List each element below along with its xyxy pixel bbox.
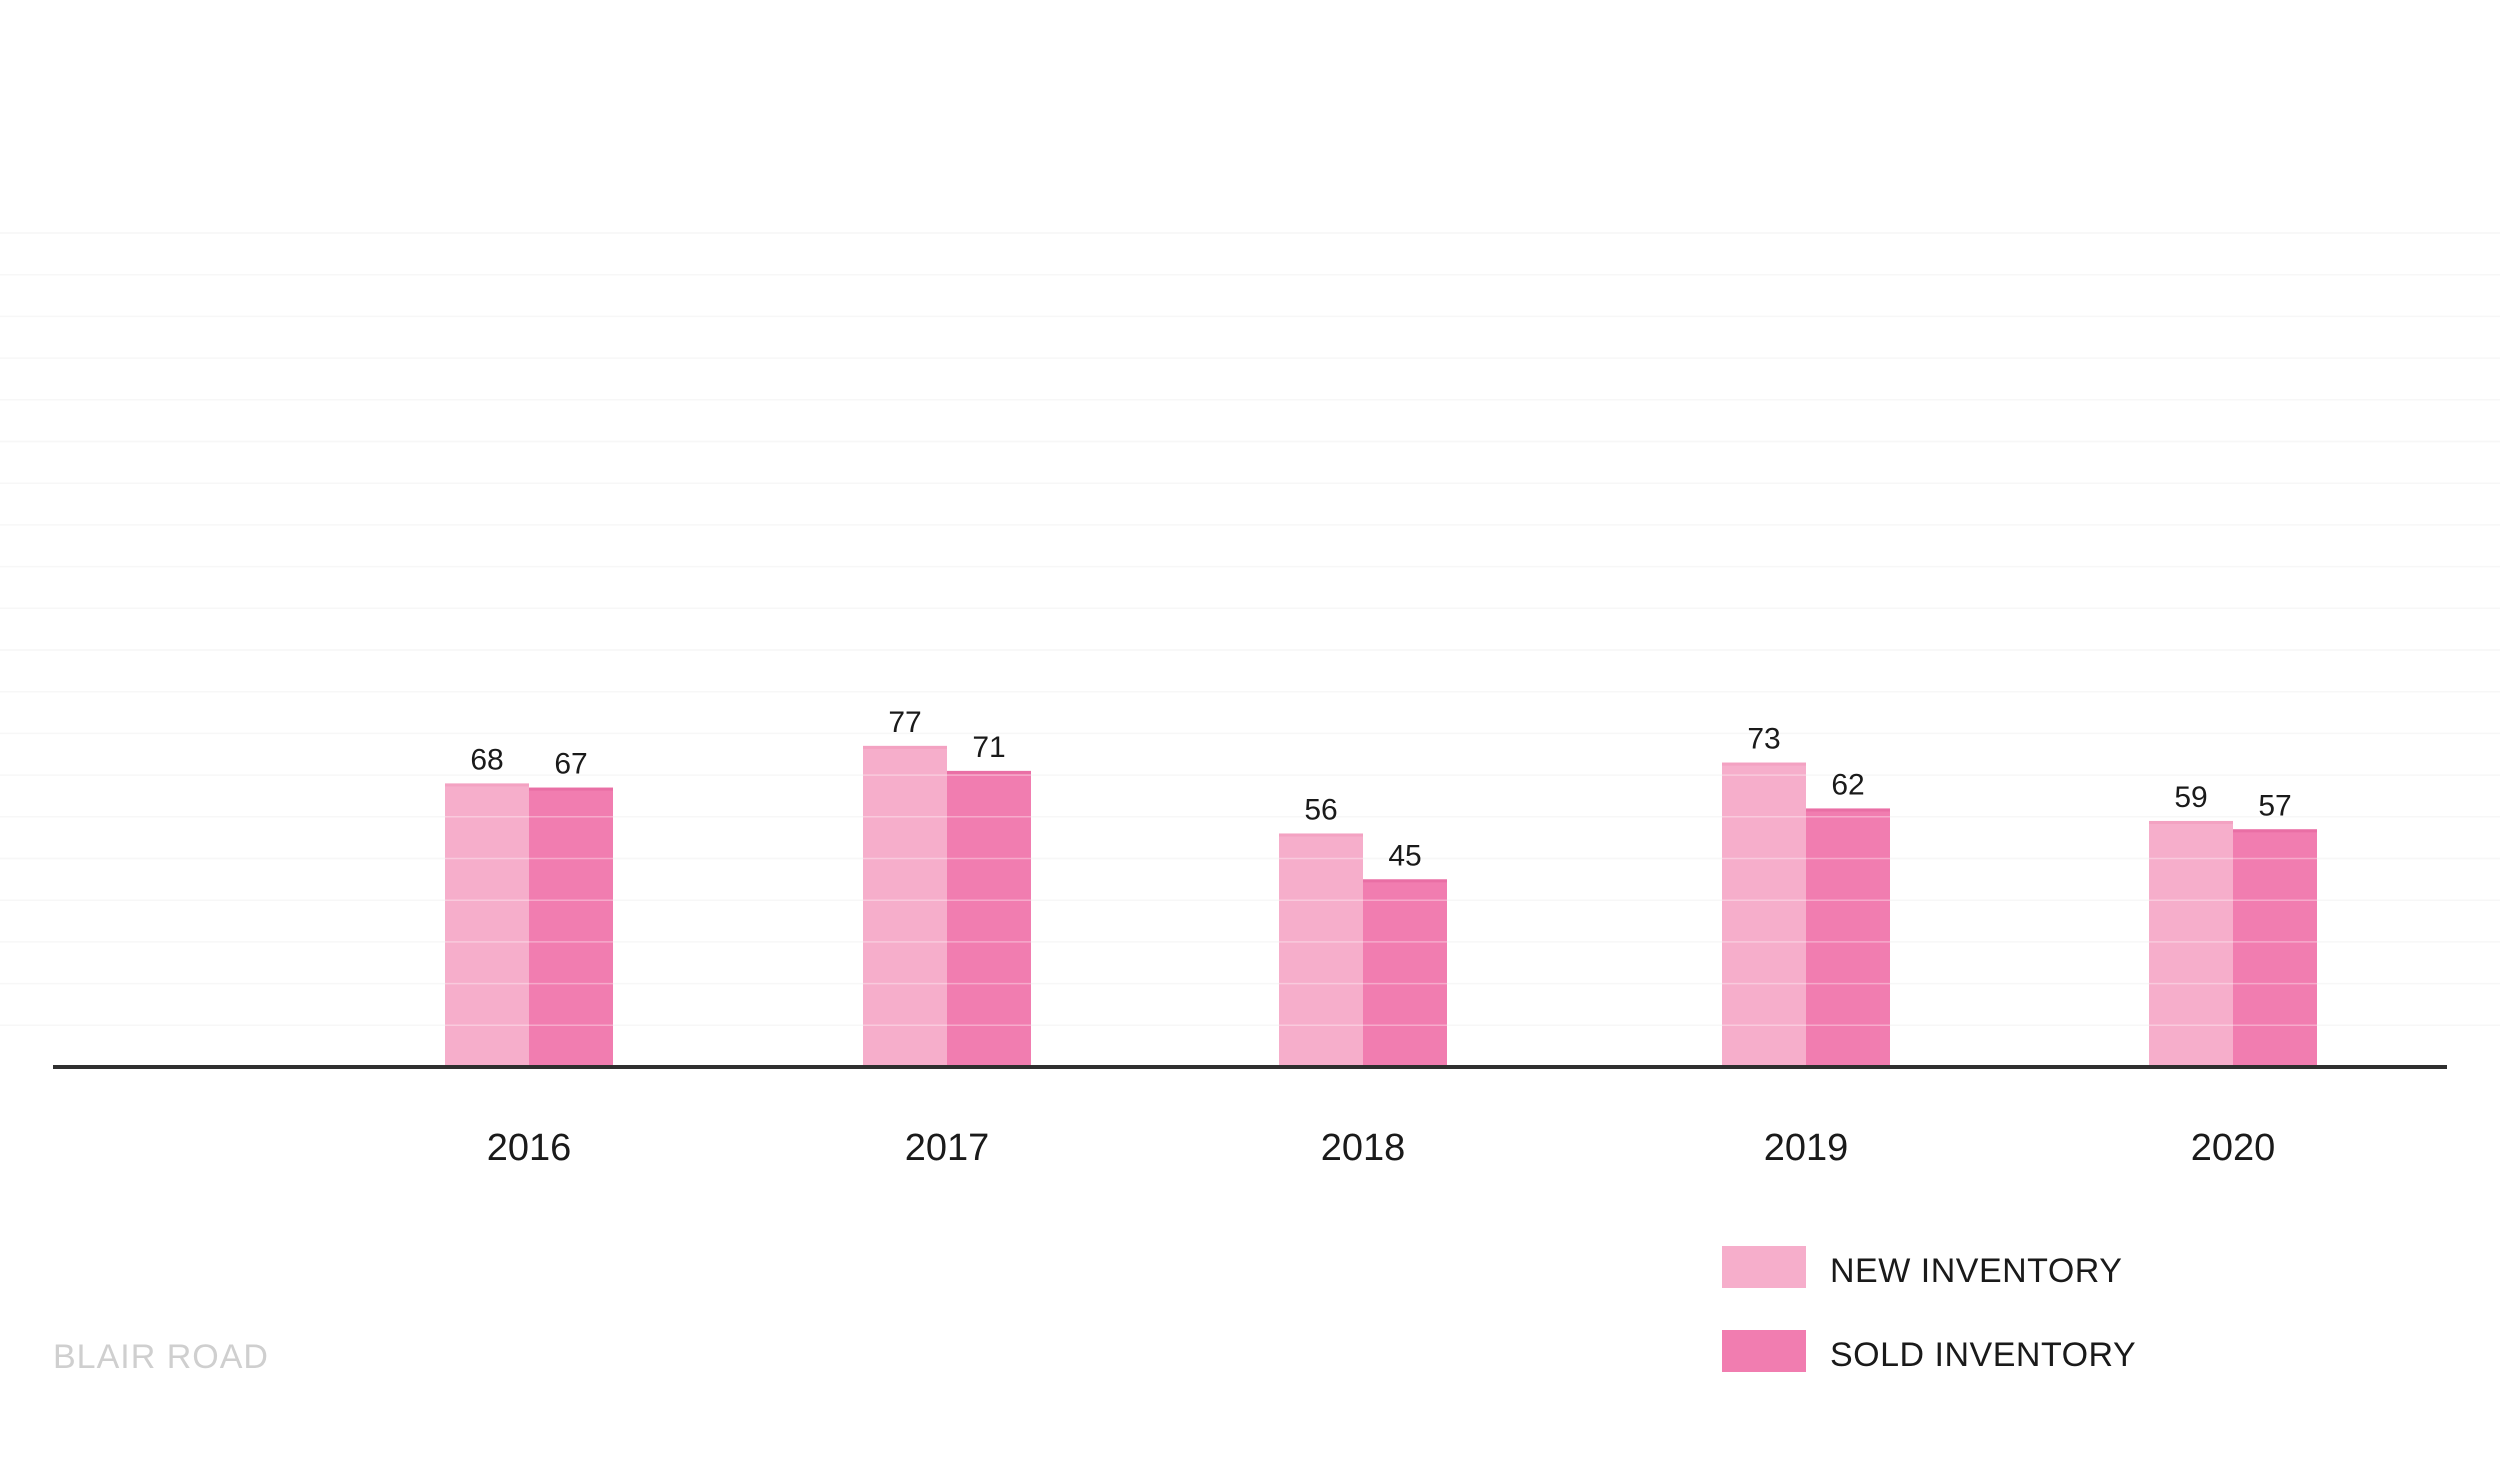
legend-swatch-new-inventory (1722, 1246, 1806, 1288)
x-tick-label-2017: 2017 (905, 1127, 990, 1169)
watermark-text: BLAIR ROAD (53, 1338, 269, 1376)
bars (0, 232, 2500, 1067)
sold-inventory-label-2019: 62 (1831, 768, 1864, 801)
sold-inventory-label-2018: 45 (1388, 839, 1421, 872)
sold-inventory-bar-2019 (1806, 808, 1890, 1067)
x-tick-label-2018: 2018 (1321, 1127, 1406, 1169)
new-inventory-bar-2018 (1279, 833, 1363, 1067)
sold-inventory-bar-2016 (529, 787, 613, 1067)
x-tick-labels: 2016 2017 2018 2019 2020 (487, 1127, 2276, 1169)
bar-top-edge (2149, 820, 2233, 824)
legend-label-new-inventory: NEW INVENTORY (1830, 1252, 2122, 1290)
sold-inventory-bar-2020 (2233, 829, 2317, 1067)
bar-top-edge (1363, 879, 1447, 883)
gridlines (0, 232, 2500, 1027)
sold-inventory-label-2017: 71 (972, 731, 1005, 764)
bar-top-edge (2233, 829, 2317, 833)
sold-inventory-label-2016: 67 (554, 748, 587, 781)
data-labels: 68 67 77 71 56 45 73 62 59 57 (470, 706, 2291, 872)
x-tick-label-2016: 2016 (487, 1127, 572, 1169)
legend-swatch-sold-inventory (1722, 1330, 1806, 1372)
new-inventory-bar-2020 (2149, 820, 2233, 1067)
new-inventory-bar-2016 (445, 783, 529, 1067)
sold-inventory-label-2020: 57 (2258, 789, 2291, 822)
sold-inventory-bar-2017 (947, 770, 1031, 1067)
legend-label-sold-inventory: SOLD INVENTORY (1830, 1336, 2136, 1374)
bar-top-edge (1806, 808, 1890, 812)
bar-top-edge (947, 770, 1031, 774)
bar-top-edge (529, 787, 613, 791)
sold-inventory-bar-2018 (1363, 879, 1447, 1067)
new-inventory-bar-2019 (1722, 762, 1806, 1067)
new-inventory-label-2017: 77 (888, 706, 921, 739)
new-inventory-label-2020: 59 (2174, 781, 2207, 814)
new-inventory-label-2018: 56 (1304, 793, 1337, 826)
bar-top-edge (1279, 833, 1363, 837)
new-inventory-label-2019: 73 (1747, 723, 1780, 756)
x-tick-label-2020: 2020 (2191, 1127, 2276, 1169)
bar-top-edge (863, 745, 947, 749)
bar-top-edge (445, 783, 529, 787)
legend: NEW INVENTORY SOLD INVENTORY (1722, 1246, 2136, 1374)
bar-top-edge (1722, 762, 1806, 766)
new-inventory-label-2016: 68 (470, 743, 503, 776)
new-inventory-bar-2017 (863, 745, 947, 1067)
x-tick-label-2019: 2019 (1764, 1127, 1849, 1169)
